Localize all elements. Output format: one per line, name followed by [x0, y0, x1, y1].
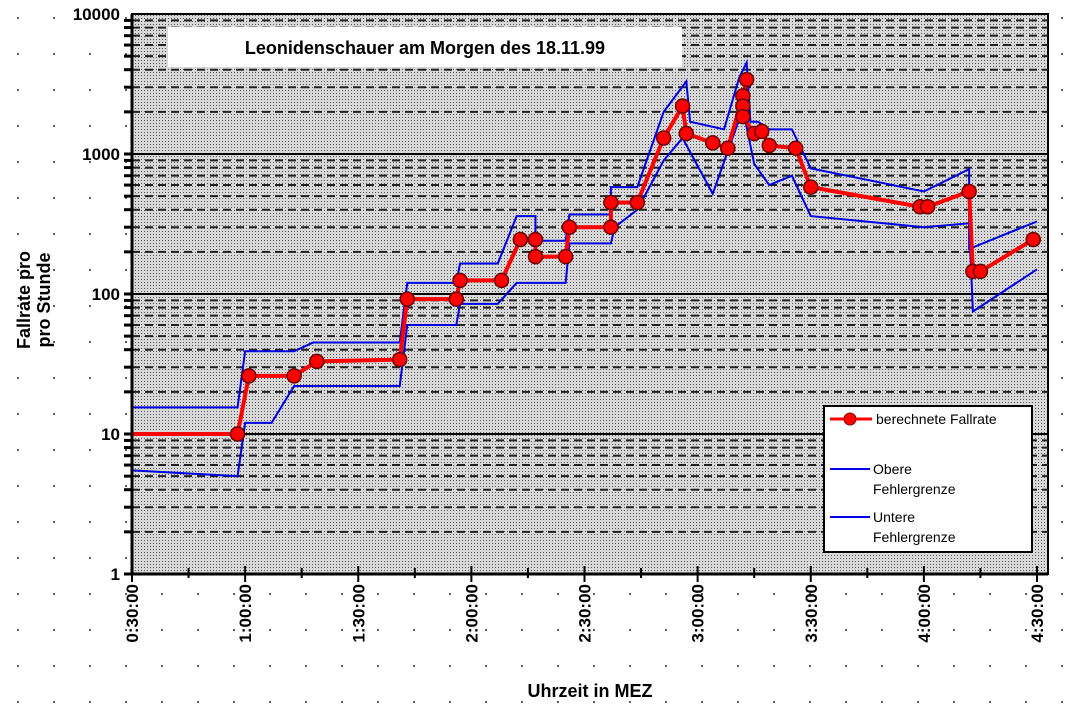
y-axis-label-line1: Fallrate pro	[14, 251, 34, 349]
data-point	[561, 219, 578, 235]
data-point	[399, 291, 416, 307]
data-point	[919, 198, 936, 215]
data-point	[629, 194, 646, 211]
data-point	[512, 231, 529, 248]
legend-label-lower: Untere Fehlergrenze	[873, 509, 956, 545]
x-axis-label: Uhrzeit in MEZ	[528, 681, 653, 701]
legend-box	[823, 405, 1033, 553]
y-tick-label: 1000	[82, 145, 120, 164]
title-box	[168, 27, 682, 67]
data-point	[674, 98, 691, 114]
legend-label-fallrate: berechnete Fallrate	[876, 411, 997, 427]
data-point	[493, 272, 510, 289]
x-tick-label: 4:30:00	[1028, 584, 1047, 643]
data-point	[448, 291, 465, 307]
data-point	[735, 108, 751, 125]
y-tick-label: 10000	[73, 5, 120, 24]
y-tick-label: 10	[101, 425, 120, 444]
data-point	[603, 219, 619, 235]
data-point	[753, 123, 770, 140]
legend-marker-fallrate	[843, 412, 857, 426]
data-point	[720, 140, 736, 156]
data-point	[803, 179, 819, 195]
x-tick-label: 3:00:00	[689, 584, 708, 643]
data-point	[972, 263, 989, 280]
x-tick-label: 2:30:00	[576, 584, 595, 643]
x-tick-label: 1:00:00	[236, 584, 255, 643]
legend: berechnete Fallrate Obere Fehlergrenze Un…	[823, 405, 1033, 553]
series-line-lower	[131, 105, 1038, 478]
x-tick-label: 4:00:00	[915, 584, 934, 643]
data-point	[961, 183, 977, 200]
data-point	[704, 135, 721, 151]
legend-label-upper: Obere Fehlergrenze	[873, 461, 956, 497]
x-tick-label: 3:30:00	[802, 584, 821, 643]
axes: 1 10 100 1000 10000 0:30:00 1:00:00 1:30:00 2:00…	[73, 5, 1048, 643]
data-point	[241, 368, 257, 384]
data-point	[309, 353, 325, 370]
data-point	[1025, 231, 1041, 248]
data-point	[678, 125, 695, 142]
chart-title: Leonidenschauer am Morgen des 18.11.99	[245, 38, 605, 58]
data-point	[286, 368, 302, 384]
y-axis-label-line2: pro Stunde	[34, 253, 54, 348]
data-point	[229, 426, 246, 442]
data-point	[452, 272, 468, 289]
data-point	[787, 140, 804, 156]
x-tick-label: 2:00:00	[462, 584, 481, 643]
x-tick-label: 1:30:00	[349, 584, 368, 643]
data-point	[603, 194, 619, 211]
x-tick-label: 0:30:00	[123, 584, 142, 643]
data-point	[761, 137, 778, 154]
data-point	[738, 71, 755, 88]
data-point	[527, 231, 544, 248]
y-tick-label: 1	[111, 565, 120, 584]
data-point	[391, 351, 408, 368]
data-point	[557, 248, 574, 265]
data-point	[527, 248, 544, 265]
data-point	[655, 130, 672, 146]
series-line-upper	[132, 58, 1038, 409]
series-group	[131, 58, 1041, 478]
y-tick-label: 100	[92, 285, 120, 304]
